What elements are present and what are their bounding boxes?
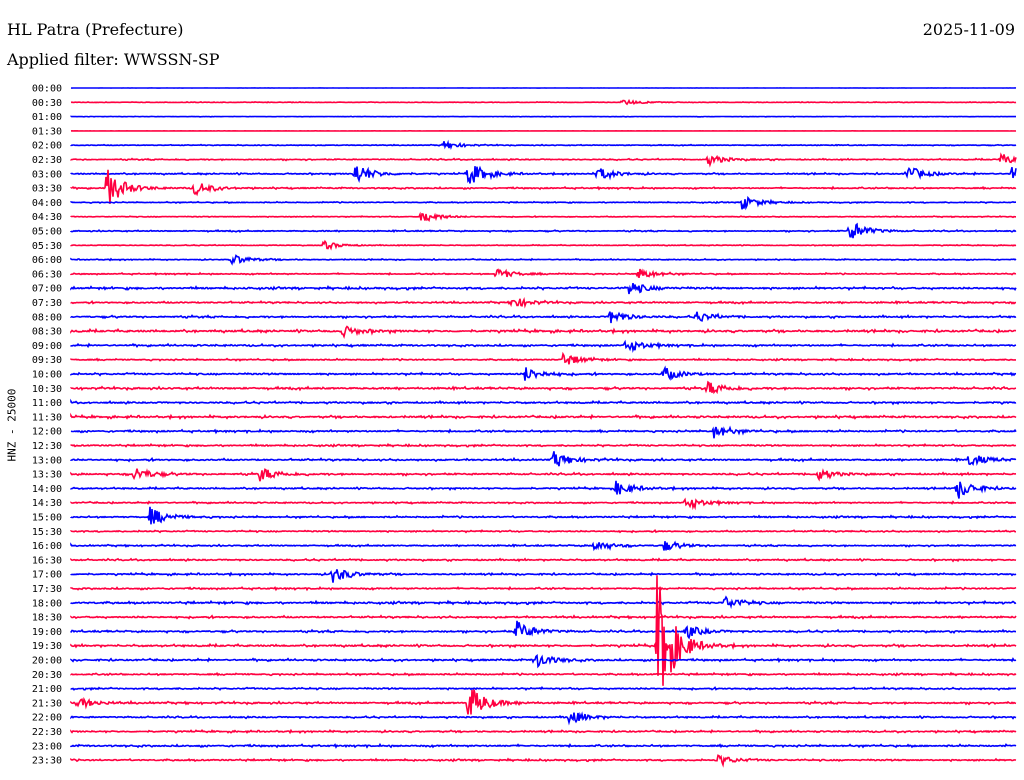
trace-1930 bbox=[70, 575, 1017, 686]
time-label: 00:30 bbox=[32, 98, 62, 109]
time-label: 03:00 bbox=[32, 169, 62, 180]
time-label: 08:30 bbox=[32, 327, 62, 338]
trace-2000 bbox=[70, 653, 1017, 669]
trace-1700 bbox=[70, 569, 1017, 583]
trace-1730 bbox=[70, 585, 1017, 592]
time-label: 16:30 bbox=[32, 555, 62, 566]
time-label: 18:00 bbox=[32, 598, 62, 609]
station-title: HL Patra (Prefecture) bbox=[7, 20, 184, 39]
time-label: 06:00 bbox=[32, 255, 62, 266]
trace-2330 bbox=[70, 754, 1017, 768]
trace-1830 bbox=[70, 614, 1017, 620]
trace-1000 bbox=[70, 365, 1017, 381]
trace-0100 bbox=[70, 115, 1016, 118]
trace-0800 bbox=[70, 311, 1017, 324]
trace-2200 bbox=[70, 711, 1017, 726]
time-label: 21:00 bbox=[32, 684, 62, 695]
time-label: 02:00 bbox=[32, 141, 62, 152]
time-label: 23:00 bbox=[32, 741, 62, 752]
trace-1530 bbox=[70, 529, 1016, 534]
trace-1630 bbox=[70, 557, 1017, 563]
time-label: 08:00 bbox=[32, 312, 62, 323]
filter-label: Applied filter: WWSSN-SP bbox=[7, 50, 220, 69]
time-label: 05:00 bbox=[32, 227, 62, 238]
date-label: 2025-11-09 bbox=[922, 20, 1015, 39]
trace-1030 bbox=[70, 380, 1017, 395]
time-label: 19:30 bbox=[32, 641, 62, 652]
time-label: 23:30 bbox=[32, 756, 62, 767]
trace-2030 bbox=[70, 671, 1017, 677]
trace-1430 bbox=[70, 497, 1017, 511]
time-label: 17:00 bbox=[32, 570, 62, 581]
trace-0530 bbox=[70, 239, 1017, 251]
trace-0400 bbox=[70, 195, 1016, 211]
time-label: 02:30 bbox=[32, 155, 62, 166]
trace-1330 bbox=[70, 468, 1017, 482]
time-label: 13:00 bbox=[32, 455, 62, 466]
trace-0200 bbox=[70, 139, 1017, 151]
trace-0930 bbox=[70, 351, 1016, 365]
time-label: 04:00 bbox=[32, 198, 62, 209]
trace-1130 bbox=[70, 412, 1017, 421]
time-label: 10:00 bbox=[32, 370, 62, 381]
time-label: 09:00 bbox=[32, 341, 62, 352]
time-label: 12:30 bbox=[32, 441, 62, 452]
trace-0430 bbox=[70, 211, 1016, 223]
time-label: 18:30 bbox=[32, 613, 62, 624]
trace-0030 bbox=[70, 98, 1017, 106]
trace-0330 bbox=[70, 169, 1017, 204]
time-label: 07:00 bbox=[32, 284, 62, 295]
time-label: 15:30 bbox=[32, 527, 62, 538]
trace-0700 bbox=[70, 282, 1017, 295]
time-label: 01:00 bbox=[32, 112, 62, 123]
time-label: 20:00 bbox=[32, 656, 62, 667]
trace-1900 bbox=[70, 620, 1016, 640]
trace-2300 bbox=[70, 742, 1017, 749]
time-label: 19:00 bbox=[32, 627, 62, 638]
trace-1230 bbox=[70, 442, 1017, 448]
time-label: 12:00 bbox=[32, 427, 62, 438]
time-label: 05:30 bbox=[32, 241, 62, 252]
time-label: 06:30 bbox=[32, 269, 62, 280]
time-label: 16:00 bbox=[32, 541, 62, 552]
time-label: 21:30 bbox=[32, 698, 62, 709]
time-label: 01:30 bbox=[32, 126, 62, 137]
trace-1600 bbox=[70, 540, 1017, 552]
time-label: 04:30 bbox=[32, 212, 62, 223]
trace-2230 bbox=[70, 728, 1017, 735]
trace-0230 bbox=[70, 152, 1017, 168]
trace-1400 bbox=[70, 480, 1017, 499]
time-label: 11:30 bbox=[32, 412, 62, 423]
time-label: 13:30 bbox=[32, 470, 62, 481]
trace-0900 bbox=[70, 339, 1017, 353]
trace-1800 bbox=[70, 595, 1017, 610]
time-label: 00:00 bbox=[32, 84, 62, 95]
time-label: 03:30 bbox=[32, 184, 62, 195]
trace-0830 bbox=[70, 325, 1017, 340]
time-label: 14:00 bbox=[32, 484, 62, 495]
time-label: 15:00 bbox=[32, 513, 62, 524]
trace-0630 bbox=[70, 268, 1017, 279]
trace-1300 bbox=[70, 451, 1017, 467]
time-label: 09:30 bbox=[32, 355, 62, 366]
time-label: 14:30 bbox=[32, 498, 62, 509]
trace-1100 bbox=[70, 398, 1017, 406]
trace-0300 bbox=[70, 165, 1017, 184]
time-label: 22:00 bbox=[32, 713, 62, 724]
time-label: 07:30 bbox=[32, 298, 62, 309]
time-label: 20:30 bbox=[32, 670, 62, 681]
time-label: 10:30 bbox=[32, 384, 62, 395]
trace-1500 bbox=[70, 506, 1017, 525]
trace-1200 bbox=[70, 425, 1017, 439]
trace-0730 bbox=[70, 297, 1017, 309]
time-label: 11:00 bbox=[32, 398, 62, 409]
trace-0600 bbox=[70, 254, 1017, 266]
time-label: 17:30 bbox=[32, 584, 62, 595]
trace-2100 bbox=[70, 686, 1017, 691]
trace-2130 bbox=[70, 689, 1017, 715]
time-label: 22:30 bbox=[32, 727, 62, 738]
trace-0500 bbox=[70, 222, 1017, 239]
